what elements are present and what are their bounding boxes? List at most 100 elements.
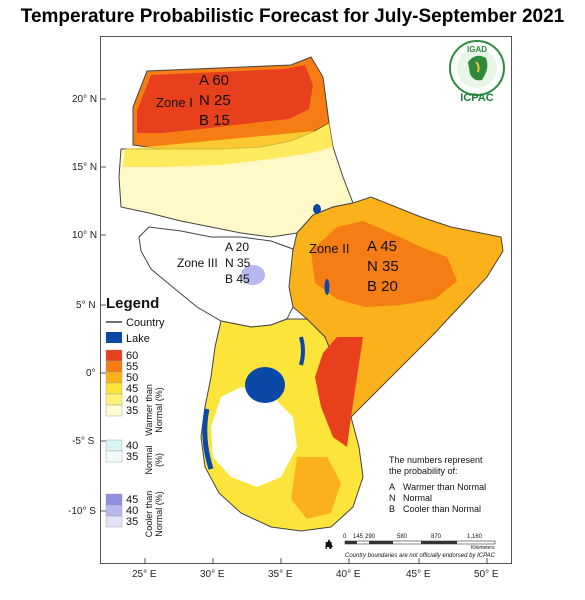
scale-bar-rect [344, 540, 496, 545]
lon-35e: 35° E [268, 569, 293, 580]
legend-warmer-value-55: 55 [126, 361, 138, 373]
scale-seg-2 [369, 541, 393, 544]
tanzania-white [211, 387, 297, 487]
lat-labels: 20° N 15° N 10° N 5° N 0° -5° S -10° S [68, 94, 97, 517]
scale-seg-3 [421, 541, 457, 544]
legend-normal-swatch-40 [105, 439, 123, 452]
lake-turkana [324, 279, 330, 295]
scale-unit: Kilometers [471, 545, 495, 551]
zone-ii-core [311, 221, 457, 307]
zone-i-a: A 60 [199, 72, 229, 89]
legend-warmer-value-60: 60 [126, 350, 138, 362]
explanation-key-b: B [389, 504, 395, 514]
kenya-coast-red [315, 337, 363, 447]
lat-10s: -10° S [68, 506, 96, 517]
lakes [202, 204, 330, 470]
lake-tanganyika [202, 408, 214, 470]
logo-top-text: IGAD [467, 45, 487, 54]
legend-warmer-label-1: Warmer than [144, 384, 154, 436]
lat-5n: 5° N [76, 300, 96, 311]
graticule [101, 98, 488, 563]
legend-title: Legend [106, 295, 159, 312]
zone-ii-n: N 35 [367, 258, 399, 275]
lat-10n: 10° N [72, 230, 97, 241]
lon-30e: 30° E [200, 569, 225, 580]
sudan-band [123, 123, 333, 167]
scale-bar: N 0 145 290 580 870 1,160 Kilometers Cou… [325, 534, 496, 559]
explanation-text-n: Normal [403, 493, 432, 503]
legend-normal-label-1: Normal [144, 445, 154, 474]
legend-warmer-swatch-55 [105, 360, 123, 373]
legend-lake: Lake [126, 333, 150, 345]
legend-normal-value-40: 40 [126, 440, 138, 452]
lon-50e: 50° E [474, 569, 499, 580]
zone-i-n: N 25 [199, 92, 231, 109]
zone-iii-cooler-patch [241, 265, 265, 285]
zone-i-b: B 15 [199, 112, 230, 129]
zone-ii-label: Zone II A 45 N 35 B 20 [309, 238, 399, 295]
legend-cooler-swatch-40 [105, 504, 123, 517]
explanation-key-n: N [389, 493, 396, 503]
scale-label-3: 580 [397, 534, 408, 540]
legend-warmer-swatch-45 [105, 382, 123, 395]
explanation-key-a: A [389, 482, 395, 492]
legend-warmer-value-35: 35 [126, 405, 138, 417]
lat-15n: 15° N [72, 162, 97, 173]
zone-ii-name: Zone II [309, 241, 349, 256]
legend-warmer-swatch-40 [105, 393, 123, 406]
map-frame: Zone I A 60 N 25 B 15 Zone II A 45 N 35 … [100, 36, 512, 564]
legend-cooler-label-1: Cooler than [144, 491, 154, 538]
scale-label-2: 290 [365, 534, 376, 540]
lat-5s: -5° S [72, 436, 95, 447]
explanation-text-b: Cooler than Normal [403, 504, 481, 514]
map-regions [118, 56, 504, 532]
legend-cooler-value-45: 45 [126, 494, 138, 506]
explanation: The numbers represent the probability of… [389, 455, 486, 514]
legend-warmer-value-50: 50 [126, 372, 138, 384]
legend-warmer-value-45: 45 [126, 383, 138, 395]
scale-label-0: 0 [343, 534, 347, 540]
legend-warmer-swatch-35 [105, 404, 123, 417]
lake-tana [313, 204, 321, 214]
legend-cooler-swatch-45 [105, 493, 123, 506]
zone-i-core [137, 65, 313, 133]
zone-i-label: Zone I A 60 N 25 B 15 [156, 72, 231, 129]
legend-cooler-label-2: Normal (%) [154, 491, 164, 537]
lake-malawi [299, 336, 305, 366]
legend-lake-swatch [106, 332, 122, 343]
legend-warmer-swatch-60 [105, 349, 123, 362]
scale-label-4: 870 [431, 534, 442, 540]
map-canvas: Zone I A 60 N 25 B 15 Zone II A 45 N 35 … [101, 56, 504, 563]
legend-normal-label-2: (%) [154, 453, 164, 467]
zone-iii-name: Zone III [177, 256, 218, 270]
map-title: Temperature Probabilistic Forecast for J… [20, 6, 565, 27]
explanation-line1: The numbers represent [389, 455, 483, 465]
logo-bottom-text: ICPAC [460, 92, 494, 104]
scale-label-1: 145 [353, 534, 364, 540]
disclaimer: Country boundaries are not officially en… [345, 553, 496, 559]
north-arrow-icon [325, 539, 333, 547]
zone-ii-a: A 45 [367, 238, 397, 255]
scale-label-5: 1,160 [467, 534, 483, 540]
legend-warmer-label-2: Normal (%) [154, 387, 164, 433]
explanation-text-a: Warmer than Normal [403, 482, 486, 492]
lon-45e: 45° E [406, 569, 431, 580]
lat-0: 0° [86, 368, 96, 379]
legend-cooler-value-35: 35 [126, 516, 138, 528]
legend-normal-value-35: 35 [126, 451, 138, 463]
legend-country: Country [126, 317, 165, 329]
zone-ii-b: B 20 [367, 278, 398, 295]
scale-seg-1 [345, 541, 357, 544]
lon-labels: 25° E 30° E 35° E 40° E 45° E 50° E [132, 569, 499, 580]
zone-iii-label: Zone III A 20 N 35 B 45 [177, 240, 251, 286]
legend-warmer-value-40: 40 [126, 394, 138, 406]
zone-i-name: Zone I [156, 95, 193, 110]
legend-warmer-swatch-50 [105, 371, 123, 384]
zone-iii-b: B 45 [225, 272, 250, 286]
zone-iii-n: N 35 [225, 256, 251, 270]
igad-logo: IGAD [449, 40, 505, 96]
lon-25e: 25° E [132, 569, 157, 580]
